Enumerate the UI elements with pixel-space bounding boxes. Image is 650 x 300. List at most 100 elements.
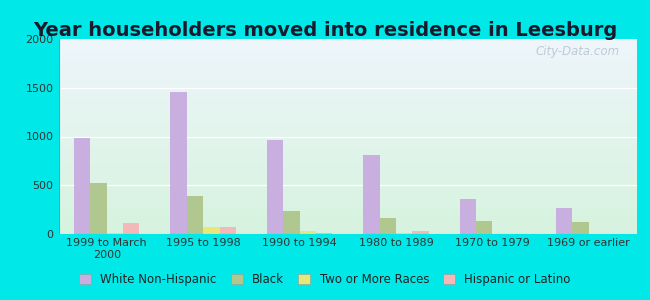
Bar — [58, 73, 637, 74]
Bar — [58, 87, 637, 88]
Bar — [58, 183, 637, 184]
Bar — [412, 231, 429, 234]
Bar — [58, 202, 637, 203]
Bar — [58, 55, 637, 56]
Legend: White Non-Hispanic, Black, Two or More Races, Hispanic or Latino: White Non-Hispanic, Black, Two or More R… — [75, 269, 575, 291]
Bar — [300, 231, 316, 234]
Bar — [58, 231, 637, 232]
Bar — [58, 208, 637, 209]
Bar — [573, 222, 589, 234]
Bar — [58, 70, 637, 71]
Bar — [58, 103, 637, 104]
Bar — [58, 161, 637, 162]
Bar — [58, 105, 637, 106]
Bar — [58, 205, 637, 206]
Bar — [58, 100, 637, 101]
Bar — [58, 139, 637, 140]
Bar — [58, 180, 637, 181]
Bar — [58, 59, 637, 60]
Bar — [58, 146, 637, 147]
Bar — [58, 198, 637, 199]
Bar — [58, 186, 637, 187]
Bar — [58, 152, 637, 153]
Bar — [58, 79, 637, 80]
Bar — [58, 160, 637, 161]
Bar — [58, 166, 637, 167]
Bar — [107, 233, 123, 234]
Bar — [58, 52, 637, 53]
Bar — [58, 124, 637, 125]
Bar — [58, 187, 637, 188]
Bar — [58, 136, 637, 137]
Bar — [58, 125, 637, 126]
Bar — [58, 131, 637, 132]
Bar — [58, 54, 637, 55]
Bar — [58, 169, 637, 170]
Bar — [58, 133, 637, 134]
Bar — [605, 233, 621, 234]
Bar — [58, 120, 637, 121]
Bar — [58, 127, 637, 128]
Bar — [58, 86, 637, 87]
Bar — [58, 77, 637, 78]
Bar — [58, 215, 637, 217]
Bar — [58, 172, 637, 173]
Bar — [589, 233, 605, 234]
Bar — [58, 220, 637, 221]
Bar — [58, 142, 637, 143]
Bar — [58, 99, 637, 101]
Bar — [58, 155, 637, 156]
Bar — [58, 111, 637, 112]
Bar — [58, 65, 637, 66]
Bar — [58, 80, 637, 81]
Bar — [123, 223, 140, 234]
Bar — [58, 157, 637, 158]
Bar — [58, 203, 637, 204]
Bar — [58, 128, 637, 129]
Bar — [58, 223, 637, 224]
Bar — [58, 134, 637, 136]
Bar — [58, 41, 637, 42]
Bar — [58, 98, 637, 100]
Bar — [58, 51, 637, 52]
Bar — [170, 92, 187, 234]
Bar — [58, 156, 637, 157]
Bar — [58, 227, 637, 228]
Bar — [58, 123, 637, 124]
Bar — [58, 117, 637, 118]
Bar — [58, 116, 637, 117]
Bar — [58, 219, 637, 220]
Bar — [283, 211, 300, 234]
Bar — [58, 83, 637, 84]
Bar — [58, 61, 637, 62]
Bar — [58, 194, 637, 195]
Bar — [58, 173, 637, 175]
Bar — [58, 113, 637, 114]
Bar — [58, 191, 637, 192]
Bar — [58, 92, 637, 93]
Bar — [58, 121, 637, 122]
Bar — [58, 210, 637, 211]
Bar — [58, 207, 637, 208]
Bar — [58, 109, 637, 110]
Bar — [58, 193, 637, 194]
Bar — [58, 94, 637, 95]
Bar — [58, 224, 637, 225]
Bar — [58, 147, 637, 148]
Bar — [58, 140, 637, 141]
Bar — [58, 40, 637, 41]
Bar — [58, 71, 637, 72]
Bar — [58, 168, 637, 169]
Bar — [58, 222, 637, 223]
Bar — [58, 43, 637, 44]
Bar — [58, 163, 637, 164]
Bar — [58, 167, 637, 168]
Bar — [58, 42, 637, 43]
Bar — [58, 164, 637, 165]
Bar — [396, 233, 412, 234]
Bar — [476, 221, 493, 234]
Bar — [58, 153, 637, 154]
Bar — [58, 75, 637, 76]
Bar — [58, 184, 637, 185]
Bar — [58, 137, 637, 138]
